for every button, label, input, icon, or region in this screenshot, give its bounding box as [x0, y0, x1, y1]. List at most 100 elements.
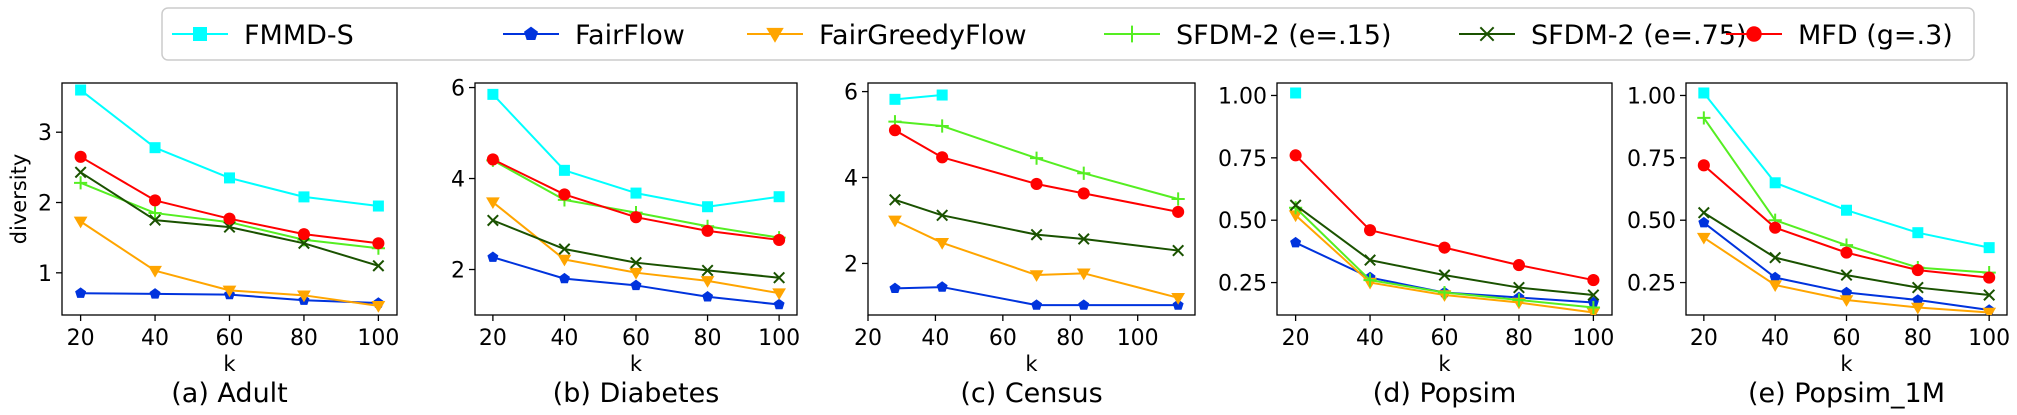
- data-point: [1031, 299, 1043, 310]
- data-point: [1171, 293, 1186, 305]
- data-point: [74, 176, 88, 190]
- series-mfd-g-3: [74, 150, 385, 250]
- data-point: [1982, 307, 1997, 315]
- data-point: [1910, 302, 1925, 315]
- data-point: [1983, 242, 1995, 254]
- series-sfdm-2-e-75: [1289, 199, 1600, 301]
- data-point: [1513, 281, 1525, 294]
- x-tick-label: 100: [1572, 326, 1614, 351]
- data-point: [148, 206, 162, 220]
- data-point: [1587, 274, 1600, 287]
- data-point: [1077, 166, 1091, 180]
- series-line: [492, 158, 780, 241]
- data-point: [149, 194, 162, 207]
- series-sfdm-2-e-15: [486, 153, 786, 245]
- data-point: [1911, 281, 1924, 294]
- data-point: [1076, 268, 1091, 281]
- data-point: [935, 119, 949, 133]
- series-sfdm-2-e-75: [486, 214, 786, 284]
- series-line: [894, 94, 943, 101]
- subplot-caption: (c) Census: [960, 378, 1102, 409]
- legend-frame: [161, 7, 1975, 61]
- data-point: [1983, 289, 1996, 301]
- legend-marker: [766, 27, 784, 43]
- legend-label: SFDM-2 (e=.75): [1531, 20, 1747, 51]
- legend-entry-fairflow: FairFlow: [503, 20, 685, 51]
- series-fairflow: [889, 281, 1184, 310]
- x-tick-label: 80: [1505, 326, 1533, 351]
- series-line: [492, 159, 780, 239]
- x-tick-label: 80: [1056, 326, 1084, 351]
- y-tick-label: 1.00: [1218, 84, 1267, 109]
- y-tick-label: 2: [451, 259, 465, 284]
- data-point: [936, 89, 948, 101]
- data-point: [1769, 177, 1781, 189]
- data-point: [1769, 221, 1782, 234]
- data-point: [486, 197, 500, 210]
- data-point: [558, 164, 570, 176]
- data-point: [1697, 206, 1710, 219]
- data-point: [702, 201, 714, 213]
- legend-marker: [1479, 26, 1495, 42]
- data-point: [1078, 299, 1090, 310]
- data-point: [629, 211, 643, 224]
- x-tick-label: 80: [290, 326, 318, 351]
- legend-label: MFD (g=.3): [1798, 20, 1953, 51]
- x-tick-label: 40: [921, 326, 949, 351]
- data-point: [1289, 149, 1302, 162]
- data-point: [773, 271, 786, 284]
- axes-frame: [867, 82, 1196, 316]
- data-point: [149, 214, 161, 227]
- series-fmmd-s: [75, 84, 384, 212]
- data-point: [1912, 227, 1924, 239]
- data-point: [149, 288, 161, 299]
- data-point: [1290, 87, 1302, 99]
- data-point: [1030, 228, 1043, 241]
- x-tick-label: 100: [1117, 326, 1159, 351]
- data-point: [629, 267, 643, 280]
- data-point: [1437, 285, 1452, 300]
- series-line: [894, 198, 1179, 252]
- subplot-c-census: 20 40 60 80 100 2 4 6 k(c) Census: [844, 81, 1196, 409]
- data-point: [486, 214, 499, 227]
- legend-label: FMMD-S: [244, 20, 354, 51]
- data-point: [889, 282, 901, 294]
- data-point: [700, 276, 715, 288]
- axes-frame: [61, 82, 398, 316]
- data-point: [701, 224, 714, 237]
- data-point: [298, 237, 310, 250]
- subplot-caption: (e) Popsim_1M: [1748, 378, 1945, 409]
- data-point: [1768, 280, 1783, 292]
- legend-label: FairGreedyFlow: [819, 20, 1027, 51]
- data-point: [888, 124, 902, 137]
- data-point: [701, 264, 714, 277]
- series-fmmd-s: [889, 89, 948, 105]
- x-axis-label: k: [1438, 352, 1451, 376]
- series-sfdm-2-e-15: [1289, 201, 1600, 315]
- data-point: [558, 243, 571, 255]
- data-point: [1290, 236, 1302, 248]
- series-fmmd-s: [487, 88, 785, 213]
- data-point: [1438, 241, 1451, 254]
- x-tick-label: 40: [1356, 326, 1384, 351]
- data-point: [372, 200, 384, 212]
- x-tick-label: 80: [694, 326, 722, 351]
- x-tick-label: 80: [1904, 326, 1932, 351]
- y-tick-label: 3: [38, 121, 52, 146]
- y-tick-label: 2: [38, 192, 52, 217]
- legend-marker: [193, 27, 207, 41]
- series-sfdm-2-e-75: [1697, 206, 1996, 301]
- subplot-caption: (a) Adult: [171, 378, 288, 409]
- y-tick-label: 1: [38, 262, 52, 287]
- y-tick-label: 0.75: [1218, 147, 1267, 172]
- data-point: [1769, 251, 1782, 264]
- subplots: 20 40 60 80 100 1 2 3 k diversity (a) Adult 20 40 60 8…: [7, 77, 2010, 409]
- series-line: [79, 89, 379, 208]
- x-tick-label: 20: [1282, 326, 1310, 351]
- data-point: [1586, 300, 1600, 315]
- legend-entry-sfdm-2-e-15: SFDM-2 (e=.15): [1104, 20, 1392, 51]
- y-tick-label: 0.25: [1627, 272, 1676, 297]
- data-point: [224, 172, 235, 184]
- data-point: [222, 285, 237, 298]
- data-point: [372, 237, 385, 250]
